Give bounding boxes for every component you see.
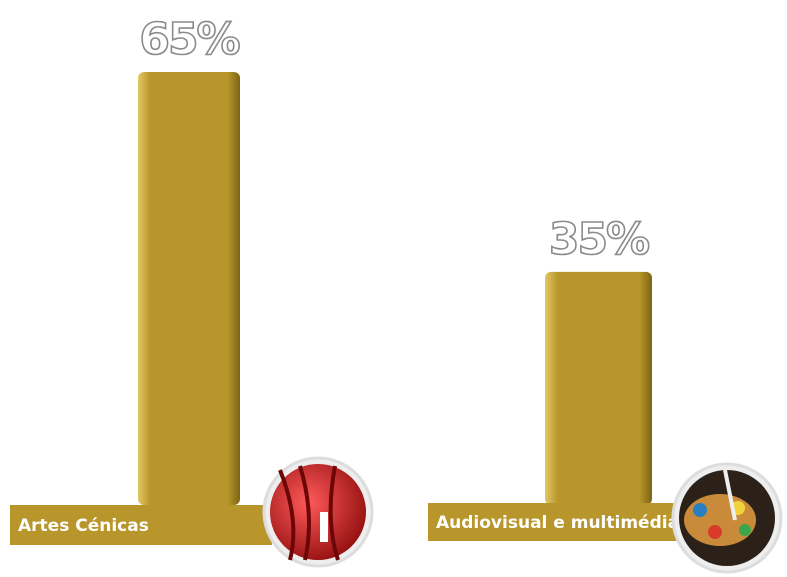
- brush: [723, 469, 737, 521]
- paint: [708, 525, 722, 539]
- curtain-fold: [278, 465, 340, 561]
- bar: [545, 271, 652, 505]
- category-label: Audiovisual e multimédia: [436, 513, 679, 533]
- category-box: [10, 505, 272, 545]
- icons: [262, 456, 783, 574]
- category-box: [428, 503, 680, 541]
- curtain-hand: [320, 512, 328, 542]
- paint: [693, 503, 707, 517]
- category-label: Artes Cénicas: [18, 516, 149, 536]
- palette: [684, 494, 756, 546]
- value-label: 35%: [549, 214, 649, 265]
- paint: [739, 524, 751, 536]
- bar: [138, 72, 240, 505]
- value-label: 65%: [139, 14, 239, 65]
